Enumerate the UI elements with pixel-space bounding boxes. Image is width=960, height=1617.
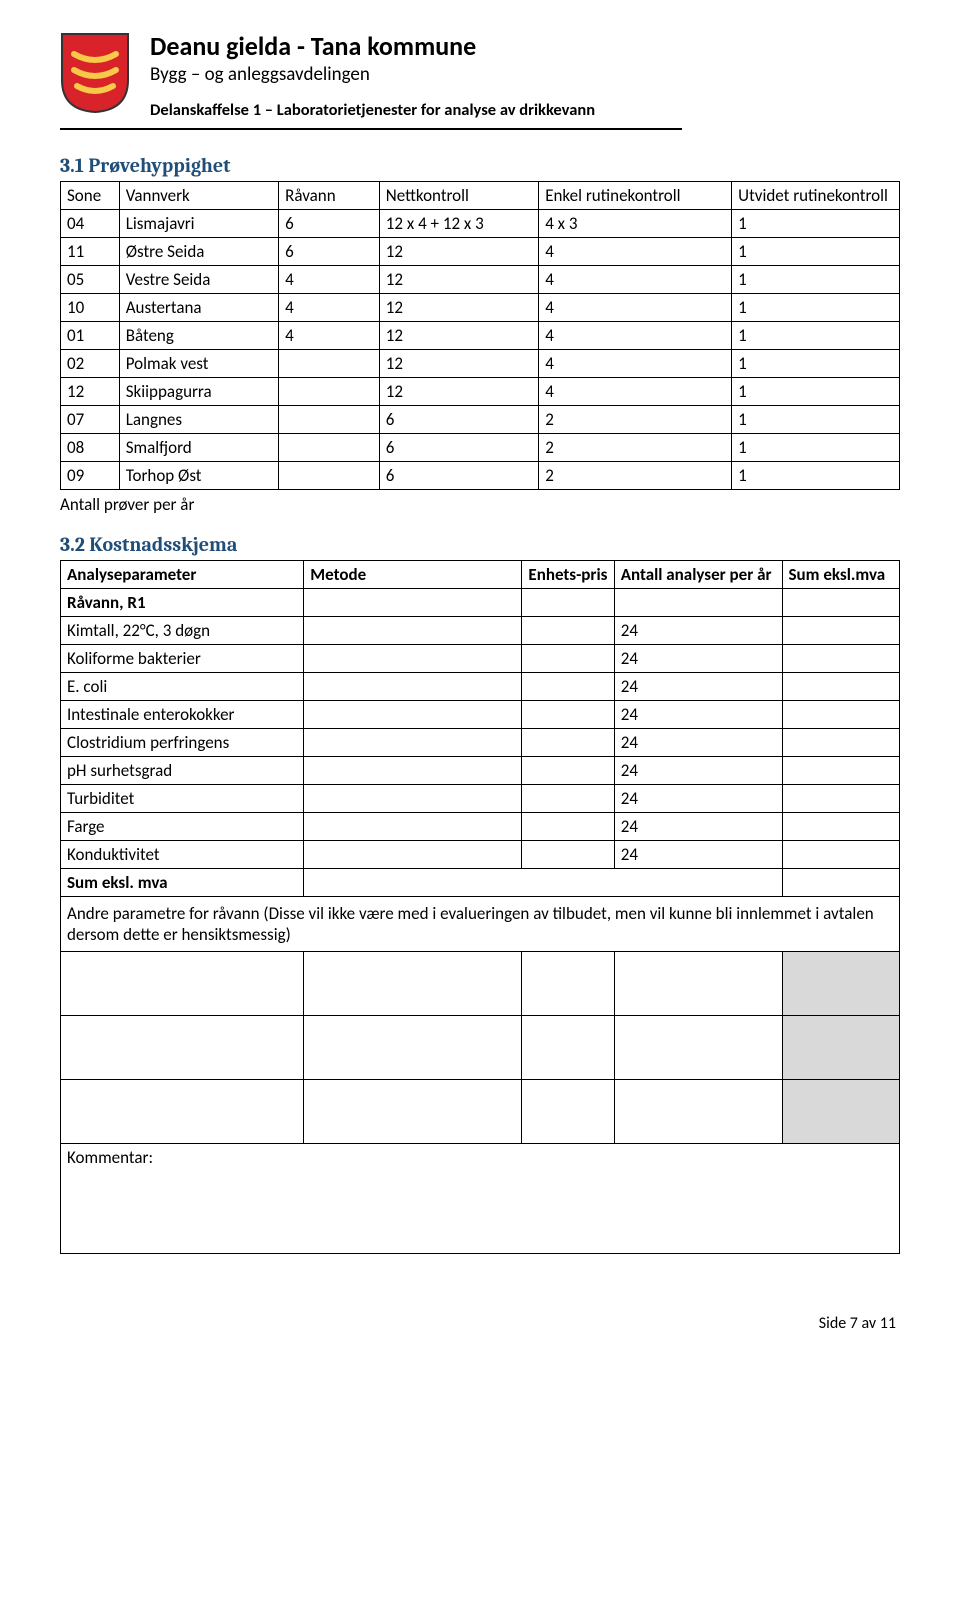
header-procurement-line: Delanskaffelse 1 – Laboratorietjenester …: [150, 100, 900, 120]
note-text: Andre parametre for råvann (Disse vil ik…: [61, 896, 900, 951]
table-row: Farge24: [61, 812, 900, 840]
col-header: Enkel rutinekontroll: [539, 181, 732, 209]
sum-label: Sum eksl. mva: [61, 868, 304, 896]
page-header: Deanu gielda - Tana kommune Bygg – og an…: [60, 32, 900, 126]
table-row: Intestinale enterokokker24: [61, 700, 900, 728]
col-header: Nettkontroll: [379, 181, 538, 209]
table-row: 12Skiippagurra1241: [61, 377, 900, 405]
col-header: Antall analyser per år: [614, 560, 782, 588]
col-header: Sum eksl.mva: [782, 560, 900, 588]
table-row: Koliforme bakterier24: [61, 644, 900, 672]
header-title: Deanu gielda - Tana kommune: [150, 32, 900, 61]
col-header: Metode: [304, 560, 522, 588]
col-header: Råvann: [279, 181, 380, 209]
col-header: Sone: [61, 181, 120, 209]
table-row: 10Austertana41241: [61, 293, 900, 321]
table-row: 05Vestre Seida41241: [61, 265, 900, 293]
subhead-cell: Råvann, R1: [61, 588, 304, 616]
table-row: 01Båteng41241: [61, 321, 900, 349]
page-footer: Side 7 av 11: [60, 1314, 900, 1333]
col-header: Analyseparameter: [61, 560, 304, 588]
table-row: 11Østre Seida61241: [61, 237, 900, 265]
note-row: Andre parametre for råvann (Disse vil ik…: [61, 896, 900, 951]
table-row: 09Torhop Øst621: [61, 461, 900, 489]
table-row: Clostridium perfringens24: [61, 728, 900, 756]
table-header-row: Analyseparameter Metode Enhets-pris Anta…: [61, 560, 900, 588]
empty-param-row: [61, 1079, 900, 1143]
header-divider: [60, 128, 682, 130]
table-row: 02Polmak vest1241: [61, 349, 900, 377]
col-header: Vannverk: [119, 181, 278, 209]
table-row: 08Smalfjord621: [61, 433, 900, 461]
empty-param-row: [61, 1015, 900, 1079]
cost-table: Analyseparameter Metode Enhets-pris Anta…: [60, 560, 900, 1254]
empty-param-row: [61, 951, 900, 1015]
table-row: E. coli24: [61, 672, 900, 700]
samples-per-year-label: Antall prøver per år: [60, 494, 900, 515]
table-row: Konduktivitet24: [61, 840, 900, 868]
table-header-row: Sone Vannverk Råvann Nettkontroll Enkel …: [61, 181, 900, 209]
comment-row: Kommentar:: [61, 1143, 900, 1253]
col-header: Utvidet rutinekontroll: [732, 181, 900, 209]
table-row: Turbiditet24: [61, 784, 900, 812]
table-row: Kimtall, 22°C, 3 døgn24: [61, 616, 900, 644]
municipality-logo: [60, 32, 130, 114]
table-row: 04Lismajavri612 x 4 + 12 x 34 x 31: [61, 209, 900, 237]
table-row: 07Langnes621: [61, 405, 900, 433]
header-subtitle: Bygg – og anleggsavdelingen: [150, 63, 900, 86]
table-subheader-row: Råvann, R1: [61, 588, 900, 616]
section-title-3-1: 3.1 Prøvehyppighet: [60, 154, 900, 177]
col-header: Enhets-pris: [522, 560, 614, 588]
sum-row: Sum eksl. mva: [61, 868, 900, 896]
comment-label: Kommentar:: [61, 1143, 900, 1253]
frequency-table: Sone Vannverk Råvann Nettkontroll Enkel …: [60, 181, 900, 490]
table-row: pH surhetsgrad24: [61, 756, 900, 784]
section-title-3-2: 3.2 Kostnadsskjema: [60, 533, 900, 556]
